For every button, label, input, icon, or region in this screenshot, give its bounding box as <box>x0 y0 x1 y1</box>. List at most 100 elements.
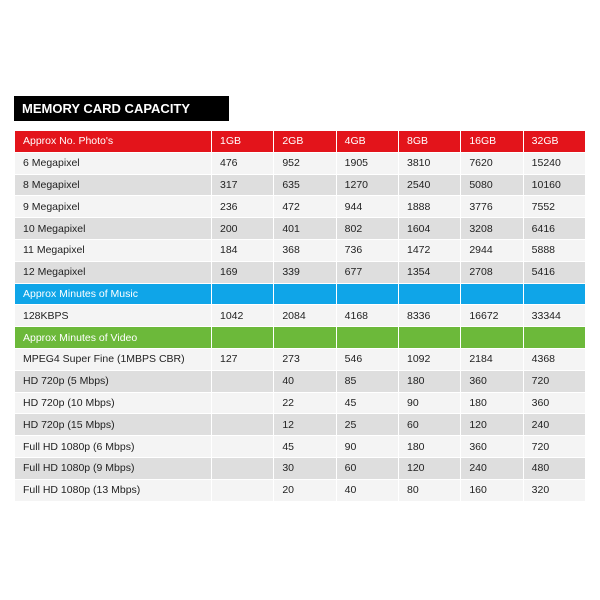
row-label: HD 720p (15 Mbps) <box>14 413 212 437</box>
cell: 802 <box>335 217 399 240</box>
row-label: HD 720p (10 Mbps) <box>14 391 212 415</box>
data-row: 11 Megapixel 184 368 736 1472 2944 5888 <box>14 238 587 262</box>
section-heading: Approx Minutes of Music <box>14 282 212 306</box>
cell: 10160 <box>522 173 587 197</box>
cell: 30 <box>273 456 337 480</box>
cell: 4368 <box>522 347 587 371</box>
cell: 45 <box>273 435 337 458</box>
column-header: 4GB <box>335 130 399 153</box>
cell: 33344 <box>522 304 587 328</box>
cell: 2540 <box>397 173 462 197</box>
cell: 1354 <box>397 260 462 284</box>
cell <box>210 435 275 458</box>
row-label: MPEG4 Super Fine (1MBPS CBR) <box>14 347 212 371</box>
cell: 952 <box>273 151 337 175</box>
column-header: 2GB <box>273 130 337 153</box>
cell <box>210 456 275 480</box>
cell: 401 <box>273 217 337 240</box>
cell: 1472 <box>397 238 462 262</box>
row-label: Full HD 1080p (6 Mbps) <box>14 435 212 458</box>
data-row: 128KBPS 1042 2084 4168 8336 16672 33344 <box>14 304 587 328</box>
column-header <box>397 282 462 306</box>
row-label: 11 Megapixel <box>14 238 212 262</box>
column-header <box>335 326 399 349</box>
cell: 1604 <box>397 217 462 240</box>
data-row: 8 Megapixel 317 635 1270 2540 5080 10160 <box>14 173 587 197</box>
cell <box>210 369 275 393</box>
column-header: 32GB <box>522 130 587 153</box>
cell: 25 <box>335 413 399 437</box>
cell: 320 <box>522 478 587 502</box>
cell <box>210 391 275 415</box>
cell: 7620 <box>460 151 524 175</box>
cell: 5888 <box>522 238 587 262</box>
cell: 2708 <box>460 260 524 284</box>
cell: 3208 <box>460 217 524 240</box>
section-header-row: Approx Minutes of Music <box>14 282 587 306</box>
row-label: 6 Megapixel <box>14 151 212 175</box>
section-header-row: Approx No. Photo's 1GB 2GB 4GB 8GB 16GB 32GB <box>14 130 587 153</box>
data-row: Full HD 1080p (9 Mbps) 30 60 120 240 480 <box>14 456 587 480</box>
cell: 360 <box>522 391 587 415</box>
section-heading: Approx Minutes of Video <box>14 326 212 349</box>
cell: 2084 <box>273 304 337 328</box>
data-row: HD 720p (15 Mbps) 12 25 60 120 240 <box>14 413 587 437</box>
cell: 15240 <box>522 151 587 175</box>
cell: 236 <box>210 195 275 219</box>
cell: 1888 <box>397 195 462 219</box>
data-row: Full HD 1080p (6 Mbps) 45 90 180 360 720 <box>14 435 587 458</box>
cell: 184 <box>210 238 275 262</box>
column-header <box>522 326 587 349</box>
cell: 3776 <box>460 195 524 219</box>
cell: 120 <box>397 456 462 480</box>
cell: 12 <box>273 413 337 437</box>
cell: 480 <box>522 456 587 480</box>
column-header: 8GB <box>397 130 462 153</box>
cell: 339 <box>273 260 337 284</box>
row-label: 8 Megapixel <box>14 173 212 197</box>
cell: 5080 <box>460 173 524 197</box>
cell: 60 <box>335 456 399 480</box>
cell: 546 <box>335 347 399 371</box>
column-header <box>210 282 275 306</box>
cell: 85 <box>335 369 399 393</box>
cell: 736 <box>335 238 399 262</box>
row-label: 12 Megapixel <box>14 260 212 284</box>
cell: 3810 <box>397 151 462 175</box>
cell: 6416 <box>522 217 587 240</box>
cell <box>210 413 275 437</box>
data-row: HD 720p (5 Mbps) 40 85 180 360 720 <box>14 369 587 393</box>
cell: 22 <box>273 391 337 415</box>
cell: 5416 <box>522 260 587 284</box>
cell: 2184 <box>460 347 524 371</box>
cell: 4168 <box>335 304 399 328</box>
row-label: Full HD 1080p (9 Mbps) <box>14 456 212 480</box>
cell: 635 <box>273 173 337 197</box>
cell: 360 <box>460 369 524 393</box>
row-label: 9 Megapixel <box>14 195 212 219</box>
data-row: 10 Megapixel 200 401 802 1604 3208 6416 <box>14 217 587 240</box>
column-header: 1GB <box>210 130 275 153</box>
cell: 45 <box>335 391 399 415</box>
cell: 200 <box>210 217 275 240</box>
column-header: 16GB <box>460 130 524 153</box>
cell: 720 <box>522 435 587 458</box>
section-heading: Approx No. Photo's <box>14 130 212 153</box>
data-row: Full HD 1080p (13 Mbps) 20 40 80 160 320 <box>14 478 587 502</box>
cell: 180 <box>397 369 462 393</box>
column-header <box>522 282 587 306</box>
cell: 1042 <box>210 304 275 328</box>
data-row: 9 Megapixel 236 472 944 1888 3776 7552 <box>14 195 587 219</box>
cell: 40 <box>335 478 399 502</box>
cell: 360 <box>460 435 524 458</box>
cell: 60 <box>397 413 462 437</box>
cell: 80 <box>397 478 462 502</box>
row-label: Full HD 1080p (13 Mbps) <box>14 478 212 502</box>
cell: 677 <box>335 260 399 284</box>
cell: 169 <box>210 260 275 284</box>
column-header <box>273 326 337 349</box>
row-label: HD 720p (5 Mbps) <box>14 369 212 393</box>
cell: 90 <box>397 391 462 415</box>
column-header <box>460 326 524 349</box>
